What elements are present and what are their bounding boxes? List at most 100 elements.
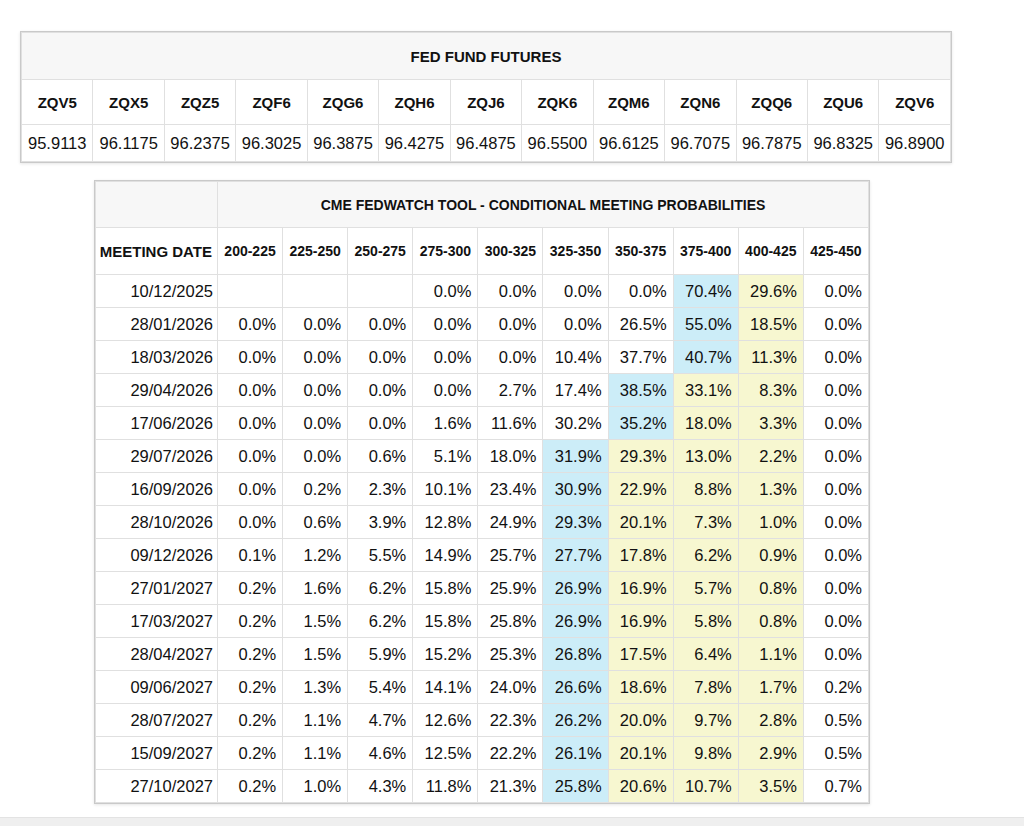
probability-cell: 3.3% (739, 407, 803, 439)
probability-cell: 29.3% (543, 506, 607, 538)
meeting-date-header: MEETING DATE (96, 228, 217, 274)
futures-title-row: FED FUND FUTURES (22, 33, 950, 79)
probability-cell: 40.7% (674, 341, 738, 373)
probability-cell: 0.0% (218, 374, 282, 406)
fedwatch-row: 29/04/20260.0%0.0%0.0%0.0%2.7%17.4%38.5%… (96, 374, 868, 406)
probability-cell: 18.0% (478, 440, 542, 472)
probability-cell: 25.8% (543, 770, 607, 802)
probability-cell: 10.7% (674, 770, 738, 802)
meeting-date-cell: 28/01/2026 (96, 308, 217, 340)
meeting-date-cell: 27/10/2027 (96, 770, 217, 802)
rate-bin-header: 400-425 (739, 228, 803, 274)
fedwatch-row: 15/09/20270.2%1.1%4.6%12.5%22.2%26.1%20.… (96, 737, 868, 769)
fedwatch-row: 27/10/20270.2%1.0%4.3%11.8%21.3%25.8%20.… (96, 770, 868, 802)
probability-cell: 30.9% (543, 473, 607, 505)
probability-cell: 0.0% (218, 440, 282, 472)
probability-cell: 0.6% (283, 506, 347, 538)
probability-cell: 0.0% (413, 275, 477, 307)
probability-cell: 4.6% (348, 737, 412, 769)
probability-cell: 0.0% (218, 407, 282, 439)
futures-contract-header: ZQH6 (379, 80, 449, 124)
futures-contract-header: ZQX5 (93, 80, 163, 124)
probability-cell: 0.0% (413, 341, 477, 373)
meeting-date-cell: 17/03/2027 (96, 605, 217, 637)
probability-cell: 29.3% (609, 440, 673, 472)
rate-bin-header: 350-375 (609, 228, 673, 274)
futures-contract-header: ZQU6 (808, 80, 878, 124)
probability-cell: 29.6% (739, 275, 803, 307)
probability-cell: 11.6% (478, 407, 542, 439)
probability-cell: 0.0% (804, 638, 868, 670)
probability-cell: 27.7% (543, 539, 607, 571)
probability-cell: 15.2% (413, 638, 477, 670)
meeting-date-cell: 29/04/2026 (96, 374, 217, 406)
futures-title: FED FUND FUTURES (22, 33, 950, 79)
meeting-date-cell: 29/07/2026 (96, 440, 217, 472)
probability-cell: 0.0% (804, 605, 868, 637)
probability-cell: 2.3% (348, 473, 412, 505)
futures-contract-header: ZQZ5 (165, 80, 235, 124)
meeting-date-cell: 28/07/2027 (96, 704, 217, 736)
rate-bin-header: 200-225 (218, 228, 282, 274)
futures-contract-header: ZQM6 (594, 80, 664, 124)
probability-cell: 2.8% (739, 704, 803, 736)
probability-cell: 18.0% (674, 407, 738, 439)
probability-cell: 0.2% (218, 737, 282, 769)
probability-cell: 0.0% (283, 440, 347, 472)
futures-price-cell: 96.2375 (165, 125, 235, 161)
futures-price-cell: 96.7075 (665, 125, 735, 161)
probability-cell: 0.0% (413, 308, 477, 340)
probability-cell: 6.2% (674, 539, 738, 571)
probability-cell: 22.3% (478, 704, 542, 736)
probability-cell: 5.1% (413, 440, 477, 472)
probability-cell: 7.3% (674, 506, 738, 538)
probability-cell: 0.2% (804, 671, 868, 703)
probability-cell: 9.8% (674, 737, 738, 769)
probability-cell: 0.0% (804, 341, 868, 373)
probability-cell: 8.3% (739, 374, 803, 406)
probability-cell: 16.9% (609, 605, 673, 637)
fedwatch-row: 29/07/20260.0%0.0%0.6%5.1%18.0%31.9%29.3… (96, 440, 868, 472)
futures-price-cell: 96.5500 (522, 125, 592, 161)
probability-cell (283, 275, 347, 307)
probability-cell: 0.0% (804, 473, 868, 505)
probability-cell: 20.1% (609, 506, 673, 538)
probability-cell: 13.0% (674, 440, 738, 472)
fedwatch-title-row: CME FEDWATCH TOOL - CONDITIONAL MEETING … (96, 182, 868, 227)
probability-cell: 0.0% (218, 473, 282, 505)
probability-cell: 0.2% (218, 671, 282, 703)
probability-cell: 9.7% (674, 704, 738, 736)
fedwatch-row: 17/06/20260.0%0.0%0.0%1.6%11.6%30.2%35.2… (96, 407, 868, 439)
probability-cell: 0.0% (413, 374, 477, 406)
probability-cell: 16.9% (609, 572, 673, 604)
probability-cell (218, 275, 282, 307)
meeting-date-cell: 09/12/2026 (96, 539, 217, 571)
probability-cell: 25.3% (478, 638, 542, 670)
probability-cell: 0.0% (804, 506, 868, 538)
probability-cell: 10.1% (413, 473, 477, 505)
probability-cell: 0.0% (804, 572, 868, 604)
meeting-date-cell: 28/04/2027 (96, 638, 217, 670)
probability-cell: 0.0% (478, 275, 542, 307)
probability-cell: 18.6% (609, 671, 673, 703)
futures-price-cell: 95.9113 (22, 125, 92, 161)
probability-cell: 15.8% (413, 605, 477, 637)
probability-cell: 1.1% (283, 737, 347, 769)
probability-cell: 0.0% (348, 407, 412, 439)
probability-cell: 55.0% (674, 308, 738, 340)
probability-cell: 0.8% (739, 572, 803, 604)
probability-cell: 0.0% (804, 407, 868, 439)
probability-cell: 1.0% (739, 506, 803, 538)
fedwatch-row: 09/06/20270.2%1.3%5.4%14.1%24.0%26.6%18.… (96, 671, 868, 703)
probability-cell: 0.0% (218, 341, 282, 373)
probability-cell: 5.8% (674, 605, 738, 637)
probability-cell: 0.2% (218, 638, 282, 670)
probability-cell: 37.7% (609, 341, 673, 373)
fedwatch-table: CME FEDWATCH TOOL - CONDITIONAL MEETING … (94, 180, 870, 804)
probability-cell: 0.2% (218, 605, 282, 637)
probability-cell: 5.7% (674, 572, 738, 604)
probability-cell: 6.2% (348, 605, 412, 637)
futures-contract-header: ZQQ6 (737, 80, 807, 124)
futures-price-cell: 96.4275 (379, 125, 449, 161)
futures-contract-header: ZQV6 (879, 80, 950, 124)
